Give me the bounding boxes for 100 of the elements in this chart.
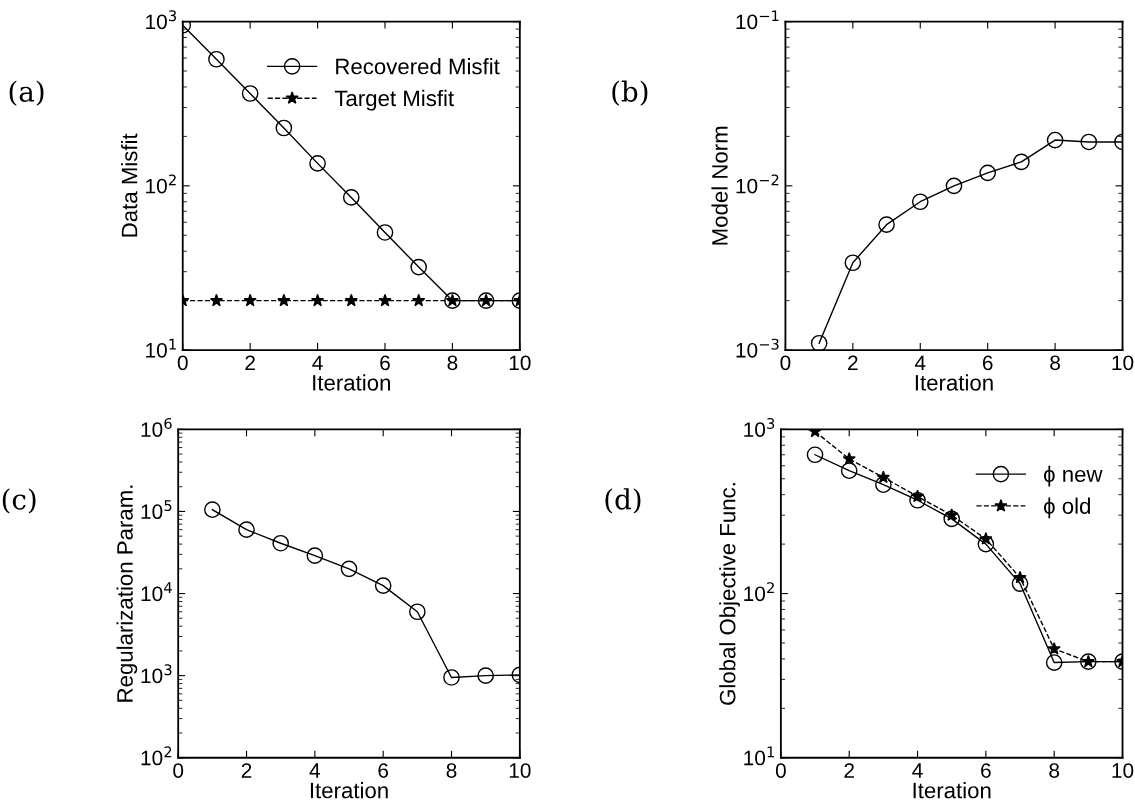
x-tick-label: 4: [914, 355, 926, 370]
point: [842, 452, 856, 465]
x-tick-label: 2: [241, 763, 252, 778]
x-tick-label: 10: [1112, 355, 1134, 371]
x-tick-label: 2: [245, 355, 255, 370]
point: [344, 293, 358, 307]
point: [310, 293, 325, 307]
point: [979, 164, 997, 182]
point: [243, 293, 257, 307]
y-tick-label: 10$^{5}$: [141, 500, 172, 520]
y-tick-label: 10$^{6}$: [141, 417, 172, 437]
x-axis-title: Iteration: [310, 782, 388, 799]
point: [241, 85, 259, 102]
y-tick-label: 10$^{−1}$: [736, 10, 779, 30]
point: [1047, 641, 1061, 655]
y-tick-label: 10$^{3}$: [141, 664, 172, 684]
point: [277, 293, 291, 307]
point: [238, 521, 255, 538]
point: [945, 508, 959, 521]
x-tick-label: 6: [378, 763, 389, 778]
point: [911, 193, 929, 211]
point: [340, 560, 358, 578]
point: [1046, 131, 1064, 149]
y-axis-title: Global Objective Func.: [719, 483, 740, 705]
point: [910, 489, 925, 503]
point: [806, 446, 824, 464]
point: [409, 603, 426, 621]
x-tick-label: 10: [1112, 763, 1134, 778]
legend-label: ϕ old: [1044, 497, 1090, 519]
point: [1045, 654, 1063, 671]
x-tick-label: 4: [309, 763, 321, 778]
point: [204, 501, 221, 519]
x-tick-label: 8: [446, 763, 457, 778]
y-tick-label: 10$^{2}$: [744, 582, 774, 602]
point: [209, 293, 224, 307]
point: [840, 462, 858, 480]
point: [342, 189, 360, 206]
x-tick-label: 6: [380, 355, 390, 371]
x-tick-label: 0: [775, 763, 786, 778]
x-tick-label: 8: [1050, 355, 1060, 371]
point: [410, 258, 428, 276]
point: [376, 224, 394, 241]
point: [208, 50, 225, 68]
text: (c): [2, 488, 36, 514]
x-tick-label: 8: [447, 355, 458, 371]
x-tick-label: 4: [912, 763, 923, 778]
y-axis-title: Model Norm: [711, 126, 728, 245]
x-axis-title: Iteration: [913, 782, 991, 799]
x-tick-label: 2: [848, 355, 858, 370]
point: [443, 669, 460, 686]
text: (a): [9, 80, 44, 106]
legend-label: Target Misfit: [334, 89, 454, 111]
point: [977, 535, 995, 553]
x-tick-label: 10: [509, 355, 531, 371]
point: [810, 334, 828, 351]
x-tick-label: 0: [780, 355, 791, 371]
y-tick-label: 10$^{3}$: [146, 10, 177, 30]
point: [878, 216, 895, 234]
point: [875, 476, 892, 494]
x-axis-title: Iteration: [915, 374, 993, 391]
y-tick-label: 10$^{2}$: [141, 746, 172, 766]
x-tick-label: 6: [981, 763, 991, 778]
text: (d): [605, 488, 641, 514]
legend-label: ϕ new: [1044, 465, 1103, 487]
point: [412, 293, 426, 307]
x-tick-label: 8: [1049, 763, 1060, 778]
point: [309, 155, 326, 172]
point: [909, 491, 926, 509]
point: [1013, 153, 1030, 171]
point: [876, 470, 891, 484]
point: [844, 254, 862, 272]
point: [272, 534, 290, 552]
x-tick-label: 2: [844, 763, 854, 778]
point: [1011, 575, 1029, 592]
point: [374, 577, 392, 594]
y-tick-label: 10$^{1}$: [146, 338, 176, 358]
text: (b): [612, 80, 648, 106]
y-tick-label: 10$^{1}$: [744, 746, 774, 766]
y-axis-title: Regularization Param.: [116, 485, 138, 702]
y-tick-label: 10$^{2}$: [146, 174, 176, 194]
x-tick-label: 4: [312, 355, 323, 370]
point: [945, 177, 963, 195]
point: [306, 547, 324, 564]
point: [378, 293, 392, 307]
point: [979, 532, 993, 545]
point: [1080, 133, 1098, 151]
y-tick-label: 10$^{3}$: [744, 417, 775, 437]
x-tick-label: 0: [177, 355, 188, 371]
point: [275, 119, 293, 137]
x-axis-title: Iteration: [313, 374, 390, 391]
y-tick-label: 10$^{4}$: [141, 582, 172, 602]
y-tick-label: 10$^{−2}$: [736, 174, 779, 194]
x-tick-label: 6: [982, 355, 993, 371]
y-tick-label: 10$^{−3}$: [736, 338, 779, 358]
point: [1013, 570, 1027, 584]
x-tick-label: 10: [509, 763, 531, 778]
point: [943, 510, 961, 528]
point: [477, 667, 495, 684]
y-axis-title: Data Misfit: [121, 133, 138, 237]
legend-label: Recovered Misfit: [336, 58, 500, 75]
